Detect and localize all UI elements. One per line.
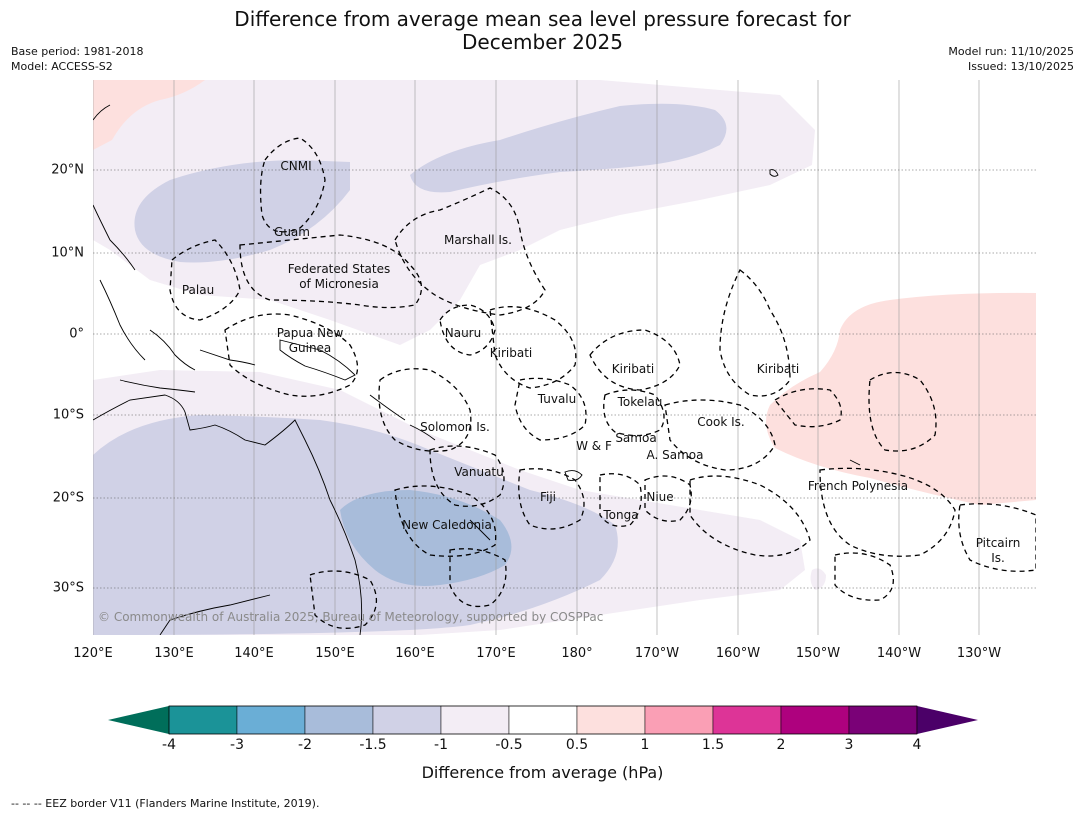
anomaly-weak-positive-northwest xyxy=(93,80,205,150)
lon-label: 120°E xyxy=(73,646,113,661)
lon-label: 170°E xyxy=(476,646,516,661)
eez-borders xyxy=(169,137,1036,629)
lat-label: 30°S xyxy=(52,580,84,596)
gridlines xyxy=(93,80,1036,635)
run-info-right: Model run: 11/10/2025 Issued: 13/10/2025 xyxy=(948,44,1074,74)
colorbar-over-extension xyxy=(917,706,978,734)
colorbar-tick: -2 xyxy=(298,737,312,753)
title-line-1: Difference from average mean sea level p… xyxy=(234,7,851,31)
colorbar-segment xyxy=(712,705,782,735)
lon-label: 140°E xyxy=(234,646,274,661)
colorbar-outline xyxy=(168,705,918,735)
label-fiji: Fiji xyxy=(540,490,556,504)
lon-label: 130°E xyxy=(154,646,194,661)
lat-label: 20°S xyxy=(52,490,84,506)
lon-label: 160°W xyxy=(715,646,761,661)
colorbar-tick: 4 xyxy=(912,737,922,753)
label-kiribati-central: Kiribati xyxy=(612,362,654,376)
colorbar-tick: -4 xyxy=(162,737,176,753)
label-tonga: Tonga xyxy=(602,508,638,522)
base-period: Base period: 1981-2018 xyxy=(11,45,144,58)
map-field xyxy=(93,80,1036,635)
label-nauru: Nauru xyxy=(445,326,481,340)
lat-label: 10°S xyxy=(52,407,84,423)
colorbar-under-extension xyxy=(108,706,169,734)
colorbar-tick: -0.5 xyxy=(495,737,523,753)
colorbar-segment xyxy=(508,705,578,735)
anomaly-strong-negative-core xyxy=(340,490,512,586)
lon-label: 170°W xyxy=(634,646,680,661)
colorbar-tick: 3 xyxy=(844,737,854,753)
colorbar-segment xyxy=(304,705,374,735)
lon-label: 130°W xyxy=(956,646,1002,661)
colorbar-segment xyxy=(576,705,646,735)
colorbar-segment xyxy=(440,705,510,735)
colorbar-segment xyxy=(848,705,918,735)
label-french-polynesia: French Polynesia xyxy=(808,479,908,493)
lat-label: 20°N xyxy=(51,162,84,178)
label-fsm-line-2: of Micronesia xyxy=(299,277,379,291)
label-vanuatu: Vanuatu xyxy=(454,465,504,479)
model-name: Model: ACCESS-S2 xyxy=(11,60,113,73)
label-png-line-2: Guinea xyxy=(289,341,332,355)
colorbar-tick: -1.5 xyxy=(359,737,387,753)
lon-label: 160°E xyxy=(395,646,435,661)
colorbar-segments xyxy=(168,705,918,735)
colorbar-tick: 0.5 xyxy=(565,737,589,753)
colorbar-label: Difference from average (hPa) xyxy=(421,763,664,782)
colorbar-tick: -3 xyxy=(230,737,244,753)
label-kiribati-west: Kiribati xyxy=(490,346,532,360)
colorbar-segment xyxy=(372,705,442,735)
label-pitcairn-line-1: Pitcairn xyxy=(976,536,1021,550)
eez-source-note: -- -- -- EEZ border V11 (Flanders Marine… xyxy=(11,797,320,810)
label-new-caledonia: New Caledonia xyxy=(402,518,492,532)
page-title: Difference from average mean sea level p… xyxy=(0,8,1085,54)
colorbar-segment xyxy=(236,705,306,735)
colorbar-tick: 1 xyxy=(640,737,650,753)
region-labels: CNMI Guam Marshall Is. Federated States … xyxy=(182,159,1020,565)
colorbar-segment xyxy=(168,705,238,735)
label-fsm-line-1: Federated States xyxy=(288,262,390,276)
lon-label: 150°E xyxy=(315,646,355,661)
label-marshall-islands: Marshall Is. xyxy=(444,233,512,247)
label-cook-islands: Cook Is. xyxy=(697,415,744,429)
label-solomon-islands: Solomon Is. xyxy=(420,420,490,434)
label-png-line-1: Papua New xyxy=(277,326,344,340)
copyright-notice: © Commonwealth of Australia 2025, Bureau… xyxy=(98,610,604,624)
issued-date: Issued: 13/10/2025 xyxy=(967,60,1074,73)
model-run: Model run: 11/10/2025 xyxy=(948,45,1074,58)
label-guam: Guam xyxy=(274,225,310,239)
title-line-2: December 2025 xyxy=(462,30,623,54)
label-wallis-futuna: W & F xyxy=(576,439,612,453)
label-tuvalu: Tuvalu xyxy=(537,392,577,406)
lon-label: 140°W xyxy=(876,646,922,661)
label-cnmi: CNMI xyxy=(280,159,311,173)
colorbar xyxy=(108,705,978,735)
run-info-left: Base period: 1981-2018 Model: ACCESS-S2 xyxy=(11,44,143,74)
lat-label: 10°N xyxy=(51,245,84,261)
lat-label: 0° xyxy=(69,326,84,342)
anomaly-moderate-negative-north xyxy=(134,160,350,263)
label-kiribati-east: Kiribati xyxy=(757,362,799,376)
lon-label: 180° xyxy=(561,646,593,661)
coastlines xyxy=(93,104,861,635)
label-palau: Palau xyxy=(182,283,214,297)
label-tokelau: Tokelau xyxy=(617,395,663,409)
colorbar-tick: 1.5 xyxy=(701,737,725,753)
anomaly-weak-positive-east xyxy=(766,292,1036,505)
colorbar-segment xyxy=(644,705,714,735)
colorbar-tick: -1 xyxy=(434,737,448,753)
label-pitcairn-line-2: Is. xyxy=(991,551,1005,565)
label-american-samoa: A. Samoa xyxy=(647,448,704,462)
label-niue: Niue xyxy=(646,490,673,504)
lon-label: 150°W xyxy=(795,646,841,661)
label-samoa: Samoa xyxy=(615,431,656,445)
colorbar-tick: 2 xyxy=(776,737,786,753)
colorbar-segment xyxy=(780,705,850,735)
